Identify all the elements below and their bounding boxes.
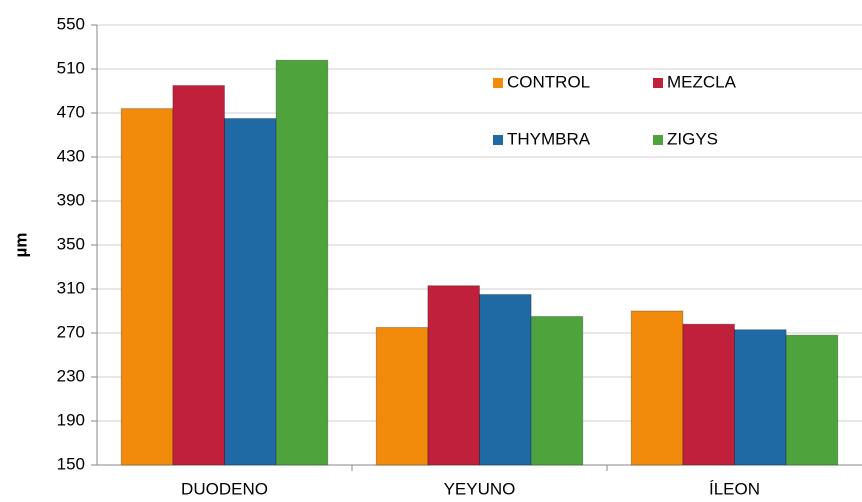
bar <box>682 323 735 466</box>
bar <box>785 334 839 466</box>
legend-swatch <box>653 78 663 88</box>
y-tick-label: 510 <box>57 58 85 77</box>
y-tick-label: 310 <box>57 278 85 297</box>
bar <box>172 85 226 466</box>
legend-label: MEZCLA <box>667 72 737 91</box>
y-tick-label: 550 <box>57 14 85 33</box>
bar <box>530 316 584 466</box>
y-tick-label: 150 <box>57 454 85 473</box>
y-tick-label: 430 <box>57 146 85 165</box>
legend-swatch <box>653 135 663 145</box>
bar <box>630 310 684 466</box>
x-tick-label: ÍLEON <box>709 479 760 498</box>
legend-swatch <box>493 78 503 88</box>
legend-label: ZIGYS <box>667 129 718 148</box>
legend-label: CONTROL <box>507 72 590 91</box>
bar <box>427 285 480 466</box>
bar <box>734 329 787 466</box>
bar <box>275 59 329 466</box>
y-tick-label: 350 <box>57 234 85 253</box>
y-tick-label: 470 <box>57 102 85 121</box>
y-axis-label: µm <box>11 233 30 258</box>
x-tick-label: DUODENO <box>181 479 268 498</box>
y-tick-label: 270 <box>57 322 85 341</box>
bar <box>120 108 174 466</box>
x-tick-label: YEYUNO <box>444 479 516 498</box>
legend-swatch <box>493 135 503 145</box>
legend-label: THYMBRA <box>507 129 591 148</box>
bar <box>375 327 429 466</box>
y-tick-label: 230 <box>57 366 85 385</box>
bar <box>479 294 532 466</box>
bar <box>224 118 277 466</box>
y-tick-label: 190 <box>57 410 85 429</box>
y-tick-label: 390 <box>57 190 85 209</box>
